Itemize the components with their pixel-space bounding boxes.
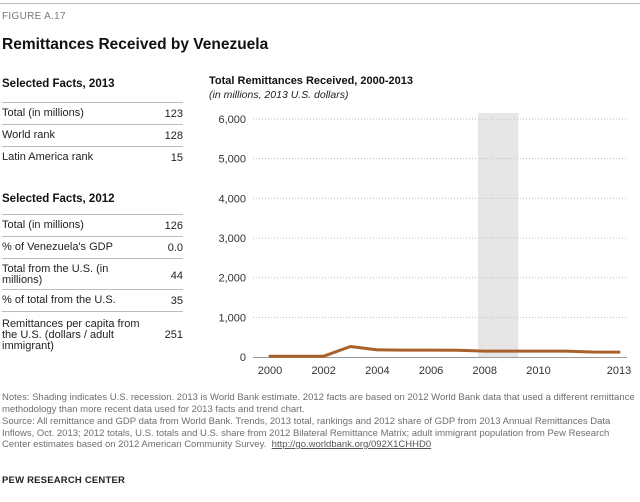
fact-value: 15 <box>170 152 183 164</box>
divider <box>2 102 183 103</box>
fact-label: Total (in millions) <box>2 219 84 231</box>
x-axis-ticks: 2000 2002 2004 2006 2008 2010 2013 <box>258 365 631 377</box>
facts-2013-section: Selected Facts, 2013 <box>2 78 183 90</box>
y-axis-ticks: 0 1,000 2,000 3,000 4,000 5,000 6,000 <box>218 114 246 364</box>
divider <box>2 214 183 215</box>
x-tick-label: 2008 <box>473 365 497 377</box>
divider <box>2 289 183 290</box>
divider <box>2 146 183 147</box>
y-tick-label: 4,000 <box>218 193 246 205</box>
gridlines <box>253 118 627 358</box>
x-tick-label: 2004 <box>365 365 389 377</box>
y-tick-label: 5,000 <box>218 154 246 166</box>
notes: Notes: Shading indicates U.S. recession.… <box>2 392 635 415</box>
fact-value: 123 <box>164 108 183 120</box>
fact-label: Remittances per capita from the U.S. (do… <box>2 318 140 352</box>
figure-label: FIGURE A.17 <box>2 11 66 22</box>
fact-value: 0.0 <box>167 242 183 254</box>
y-tick-label: 6,000 <box>218 114 246 126</box>
top-rule <box>0 3 640 4</box>
fact-value: 126 <box>164 220 183 232</box>
fact-label: % of Venezuela's GDP <box>2 241 113 253</box>
fact-value: 251 <box>164 329 183 341</box>
facts-2012-heading: Selected Facts, 2012 <box>2 193 115 205</box>
x-tick-label: 2006 <box>419 365 443 377</box>
recession-shading <box>478 113 519 357</box>
fact-label: Total (in millions) <box>2 107 84 119</box>
y-tick-label: 0 <box>240 352 246 364</box>
fact-value: 35 <box>170 295 183 307</box>
fact-label: Total from the U.S. (in millions) <box>2 263 109 286</box>
fact-value: 128 <box>164 130 183 142</box>
facts-2012-section: Selected Facts, 2012 <box>2 193 183 205</box>
source: Source: All remittance and GDP data from… <box>2 416 638 451</box>
divider <box>2 236 183 237</box>
fact-value: 44 <box>170 270 183 282</box>
y-tick-label: 1,000 <box>218 312 246 324</box>
divider <box>2 258 183 259</box>
chart-title-main: Remittances Received by Venezuela <box>2 36 269 53</box>
divider <box>2 124 183 125</box>
line-chart-title: Total Remittances Received, 2000-2013 <box>209 75 414 87</box>
x-tick-label: 2000 <box>258 365 282 377</box>
source-text: Source: All remittance and GDP data from… <box>2 416 611 450</box>
x-tick-label: 2013 <box>607 365 631 377</box>
x-tick-label: 2010 <box>526 365 550 377</box>
divider <box>2 311 183 312</box>
line-chart-subtitle: (in millions, 2013 U.S. dollars) <box>209 89 349 101</box>
credit: PEW RESEARCH CENTER <box>2 475 126 486</box>
series-line-remittances <box>268 345 621 358</box>
y-tick-label: 2,000 <box>218 273 246 285</box>
fact-label: % of total from the U.S. <box>2 294 116 306</box>
fact-label: Latin America rank <box>2 151 94 163</box>
fact-label: World rank <box>2 129 55 141</box>
source-link[interactable]: http://go.worldbank.org/092X1CHHD0 <box>271 439 432 450</box>
facts-2013-heading: Selected Facts, 2013 <box>2 78 115 90</box>
x-tick-label: 2002 <box>311 365 335 377</box>
y-tick-label: 3,000 <box>218 233 246 245</box>
